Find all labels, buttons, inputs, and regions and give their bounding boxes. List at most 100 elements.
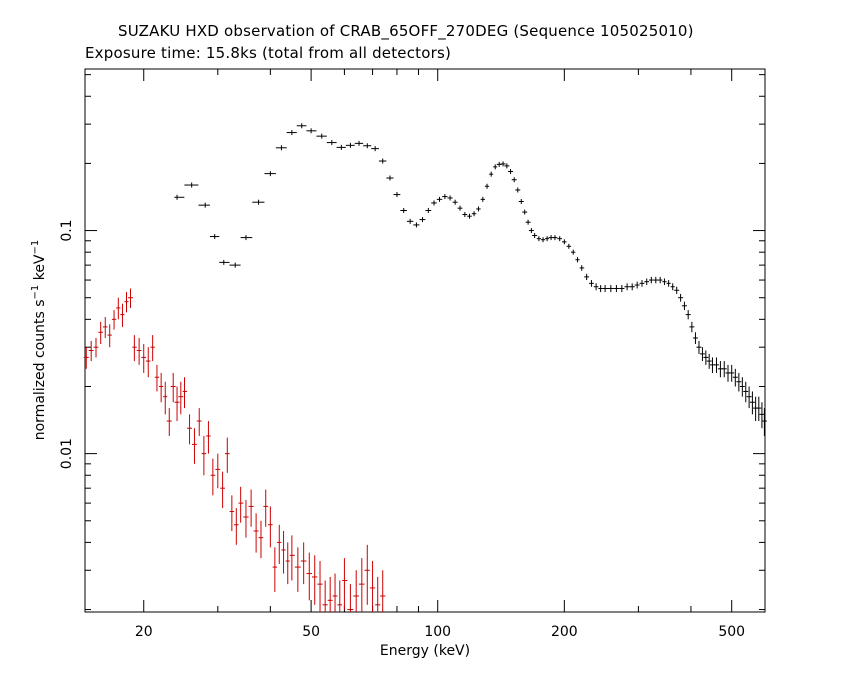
data-point	[380, 570, 386, 612]
data-point	[243, 499, 249, 538]
data-point	[238, 486, 244, 523]
data-point	[289, 535, 295, 581]
data-point	[196, 408, 202, 436]
data-point	[536, 236, 541, 242]
data-point	[553, 235, 558, 241]
data-point	[322, 580, 328, 612]
data-point	[229, 262, 241, 268]
data-point	[602, 285, 608, 293]
data-point	[699, 347, 705, 362]
data-point	[471, 211, 477, 217]
y-axis-label-sup1: −1	[30, 285, 41, 300]
data-point	[548, 235, 554, 241]
data-point	[317, 561, 323, 612]
data-point	[639, 280, 645, 287]
data-point	[634, 281, 640, 289]
data-point	[480, 196, 485, 202]
chart-title: SUZAKU HXD observation of CRAB_65OFF_270…	[118, 22, 694, 40]
data-point	[484, 183, 490, 189]
data-point	[163, 381, 168, 415]
data-point	[364, 544, 370, 605]
data-point	[83, 347, 89, 369]
data-point	[462, 212, 468, 218]
data-point	[281, 530, 286, 574]
series-1	[83, 288, 386, 612]
data-point	[685, 310, 691, 320]
data-point	[327, 576, 333, 612]
data-point	[264, 171, 276, 177]
data-point	[294, 547, 301, 592]
data-point	[393, 192, 401, 198]
data-point	[557, 236, 563, 242]
axis-ticks	[85, 69, 766, 612]
data-point	[452, 199, 458, 205]
data-point	[248, 489, 254, 527]
data-point	[102, 316, 108, 338]
data-point	[419, 217, 426, 223]
plot-frame	[84, 68, 766, 613]
y-axis-label-sup2: −1	[30, 240, 41, 255]
data-point	[493, 164, 498, 170]
y-tick-label: 0.1	[59, 219, 75, 241]
data-point	[141, 344, 146, 373]
data-point	[571, 249, 576, 255]
data-point	[511, 177, 517, 183]
y-axis-label-main: normalized counts s	[32, 299, 48, 440]
data-point	[275, 145, 287, 151]
data-point	[277, 524, 282, 565]
data-point	[136, 337, 142, 365]
data-point	[746, 386, 752, 409]
data-point	[306, 552, 312, 601]
data-point	[761, 408, 767, 436]
data-point	[209, 234, 220, 240]
data-point	[332, 573, 338, 612]
x-tick-label: 100	[424, 624, 451, 640]
data-point	[566, 243, 572, 249]
data-point	[272, 547, 278, 592]
data-marks	[83, 123, 767, 612]
data-point	[263, 489, 269, 527]
data-point	[353, 570, 360, 612]
data-point	[326, 140, 337, 146]
data-point	[220, 471, 225, 509]
data-point	[756, 396, 762, 422]
data-point	[145, 347, 151, 378]
chart-subtitle: Exposure time: 15.8ks (total from all de…	[85, 44, 452, 62]
data-point	[729, 364, 735, 382]
data-point	[215, 453, 221, 489]
data-point	[532, 233, 538, 239]
data-point	[347, 584, 354, 612]
data-point	[116, 297, 121, 320]
y-axis-label-mid: keV	[32, 254, 48, 285]
data-point	[306, 128, 317, 134]
data-point	[224, 437, 230, 473]
data-point	[252, 199, 265, 205]
data-point	[182, 377, 188, 409]
data-point	[150, 335, 155, 362]
data-point	[467, 213, 472, 219]
data-point	[436, 196, 443, 202]
data-point	[447, 195, 453, 201]
data-point	[363, 143, 372, 149]
data-point	[759, 402, 765, 429]
data-point	[170, 372, 176, 403]
data-point	[127, 288, 133, 308]
data-point	[598, 285, 603, 293]
data-point	[476, 206, 481, 212]
data-point	[522, 209, 528, 215]
data-point	[562, 239, 567, 245]
data-point	[187, 414, 192, 445]
data-point	[386, 175, 394, 181]
data-point	[342, 558, 348, 610]
series-2	[174, 123, 767, 436]
data-point	[525, 219, 531, 225]
data-point	[120, 303, 125, 327]
data-point	[174, 386, 180, 422]
data-point	[107, 324, 112, 348]
data-point	[154, 364, 160, 392]
data-point	[619, 285, 625, 293]
data-point	[178, 381, 184, 415]
data-point	[593, 283, 599, 291]
x-axis-label: Energy (keV)	[380, 643, 470, 659]
